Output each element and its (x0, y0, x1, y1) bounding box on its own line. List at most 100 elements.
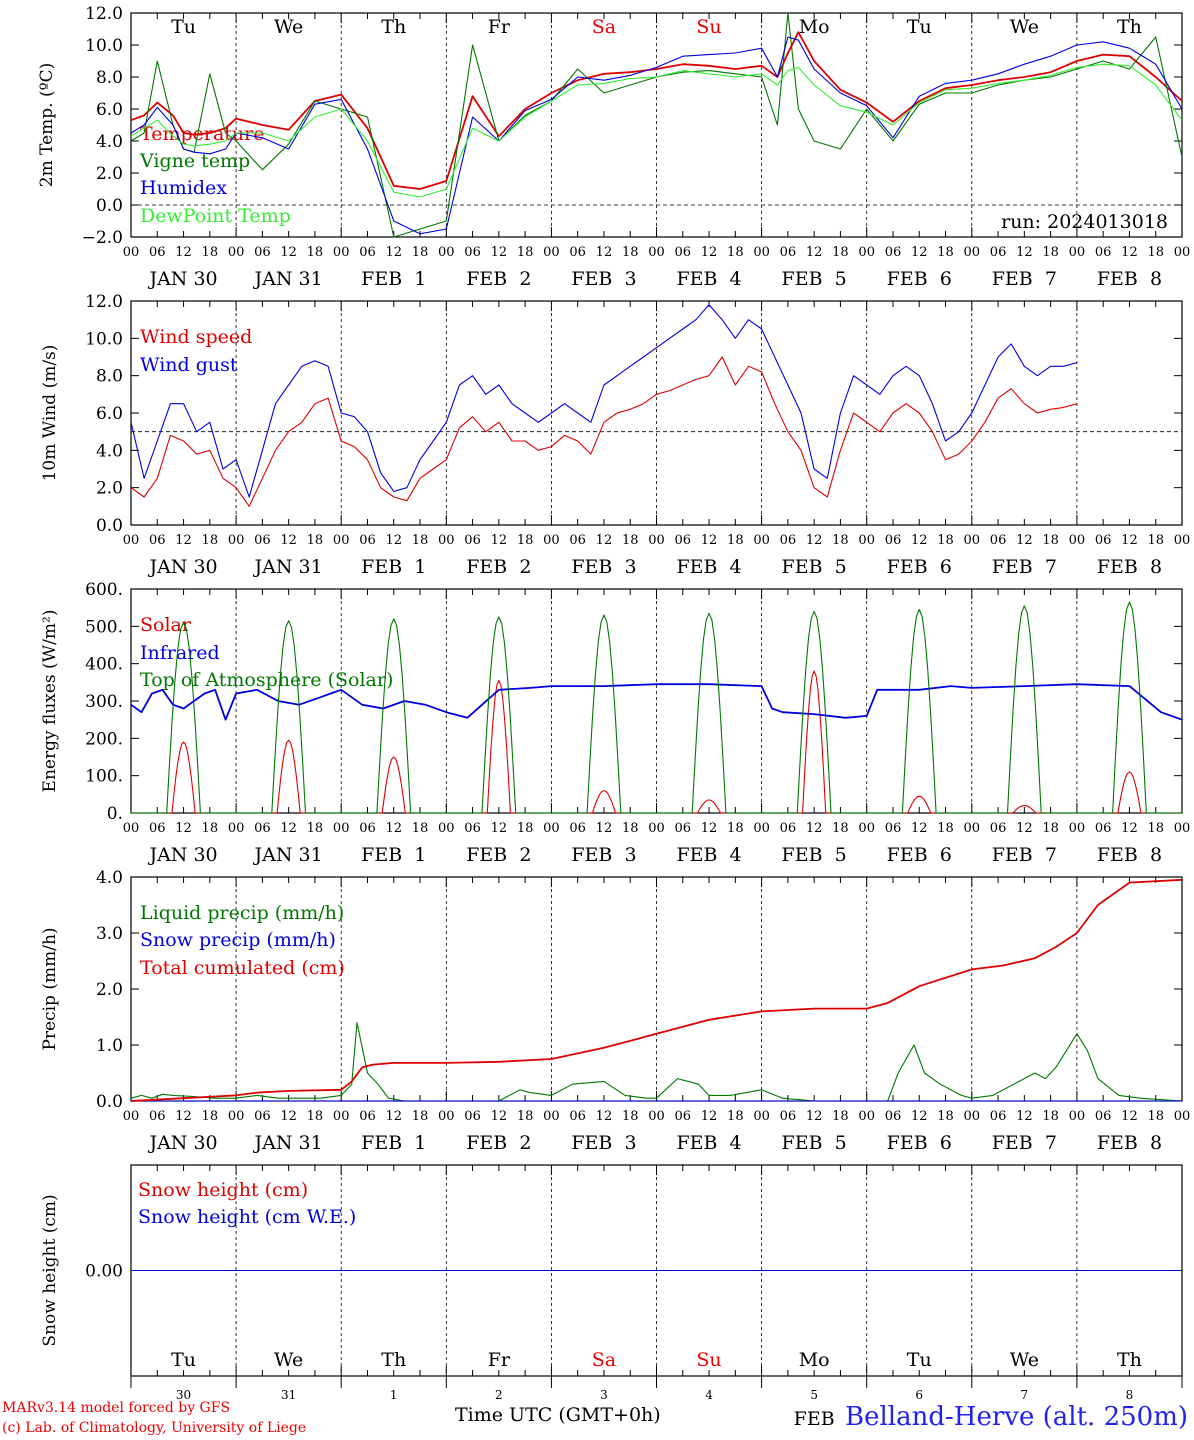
x-hour-label: 00 (964, 821, 981, 836)
day-name: Th (381, 1349, 406, 1371)
x-hour-label: 00 (333, 245, 350, 260)
x-date-label: FEB 8 (1097, 268, 1162, 290)
x-hour-label: 12 (175, 1109, 192, 1124)
x-date-label: FEB 1 (361, 268, 426, 290)
x-hour-label: 18 (1042, 533, 1059, 548)
x-hour-label: 00 (648, 533, 665, 548)
x-date-label: FEB 3 (571, 1132, 636, 1154)
x-hour-label: 00 (964, 245, 981, 260)
x-hour-label: 18 (727, 821, 744, 836)
x-hour-label: 12 (1121, 1109, 1138, 1124)
x-date-label: FEB 8 (1097, 1132, 1162, 1154)
day-name: Sa (592, 16, 616, 38)
x-date-label: JAN 31 (253, 268, 323, 290)
x-hour-label: 06 (254, 821, 271, 836)
x-date-label: FEB 3 (571, 268, 636, 290)
y-axis-title: 10m Wind (m/s) (40, 345, 60, 482)
y-tick-label: 2.0 (96, 479, 123, 499)
x-hour-label: 12 (806, 821, 823, 836)
x-hour-label: 18 (1147, 821, 1164, 836)
x-hour-label: 18 (307, 1109, 324, 1124)
x-hour-label: 06 (675, 1109, 692, 1124)
x-date-label: FEB 6 (887, 268, 952, 290)
x-hour-label: 06 (990, 821, 1007, 836)
y-tick-label: 4.0 (96, 441, 123, 461)
y-tick-label: 100. (85, 767, 123, 787)
x-hour-label: 18 (937, 821, 954, 836)
x-hour-label: 06 (885, 821, 902, 836)
x-hour-label: 00 (858, 245, 875, 260)
x-hour-label: 00 (228, 533, 245, 548)
x-date-label: JAN 30 (147, 556, 217, 578)
x-hour-label: 18 (1042, 1109, 1059, 1124)
day-name: Fr (488, 16, 511, 38)
series-line (130, 36, 1183, 235)
x-hour-label: 12 (280, 821, 297, 836)
x-hour-label: 12 (1016, 533, 1033, 548)
x-hour-label: 06 (464, 533, 481, 548)
x-hour-label: 00 (753, 245, 770, 260)
day-name: Tu (171, 16, 196, 38)
y-tick-label: 8.0 (96, 68, 123, 88)
x-hour-label: 18 (727, 1109, 744, 1124)
x-hour-label: 12 (1121, 821, 1138, 836)
x-hour-label: 06 (1095, 821, 1112, 836)
x-hour-label: 12 (1016, 821, 1033, 836)
legend-entry: Snow precip (mm/h) (140, 929, 336, 951)
x-date-label: FEB 4 (676, 1132, 741, 1154)
x-hour-label: 12 (175, 533, 192, 548)
x-date-label: FEB 5 (782, 268, 847, 290)
x-hour-label: 00 (648, 1109, 665, 1124)
x-hour-label: 06 (569, 821, 586, 836)
day-number: 3 (600, 1388, 608, 1402)
day-number: 8 (1126, 1388, 1134, 1402)
x-hour-label: 00 (753, 821, 770, 836)
x-date-label: FEB 2 (466, 556, 531, 578)
plot-frame (130, 588, 1183, 814)
day-number: 6 (915, 1388, 923, 1402)
legend-entry: Temperature (140, 123, 264, 145)
x-date-label: JAN 31 (253, 1132, 323, 1154)
x-hour-label: 00 (123, 821, 140, 836)
x-hour-label: 06 (1095, 245, 1112, 260)
x-hour-label: 00 (964, 533, 981, 548)
x-hour-label: 00 (753, 533, 770, 548)
x-hour-label: 18 (517, 1109, 534, 1124)
x-hour-label: 18 (937, 1109, 954, 1124)
x-hour-label: 06 (780, 1109, 797, 1124)
x-date-label: FEB 5 (782, 844, 847, 866)
series-line (131, 601, 1182, 814)
x-hour-label: 06 (464, 821, 481, 836)
day-number: 30 (176, 1388, 191, 1402)
x-date-label: FEB 3 (571, 556, 636, 578)
x-date-label: FEB 7 (992, 556, 1057, 578)
x-hour-label: 18 (622, 1109, 639, 1124)
x-hour-label: 18 (622, 821, 639, 836)
y-tick-label: 12.0 (85, 292, 123, 312)
x-hour-label: 12 (701, 533, 718, 548)
x-hour-label: 06 (885, 245, 902, 260)
series-line (130, 304, 1078, 498)
y-tick-label: 6.0 (96, 404, 123, 424)
x-hour-label: 12 (175, 245, 192, 260)
y-tick-label: 0.0 (96, 196, 123, 216)
x-hour-label: 06 (569, 533, 586, 548)
x-hour-label: 18 (1042, 821, 1059, 836)
y-tick-label: 0.0 (96, 1092, 123, 1112)
model-credit: MARv3.14 model forced by GFS (2, 1400, 231, 1416)
x-axis-title: Time UTC (GMT+0h) (455, 1404, 661, 1426)
x-hour-label: 12 (491, 533, 508, 548)
x-hour-label: 06 (675, 533, 692, 548)
x-hour-label: 12 (385, 533, 402, 548)
series-line (130, 63, 1183, 198)
x-hour-label: 00 (543, 533, 560, 548)
legend-entry: Infrared (140, 642, 220, 664)
x-hour-label: 00 (648, 821, 665, 836)
plot-frame (130, 300, 1183, 526)
x-hour-label: 00 (438, 245, 455, 260)
x-hour-label: 18 (307, 821, 324, 836)
day-name: We (1010, 16, 1039, 38)
day-name: We (274, 16, 303, 38)
x-hour-label: 06 (569, 245, 586, 260)
